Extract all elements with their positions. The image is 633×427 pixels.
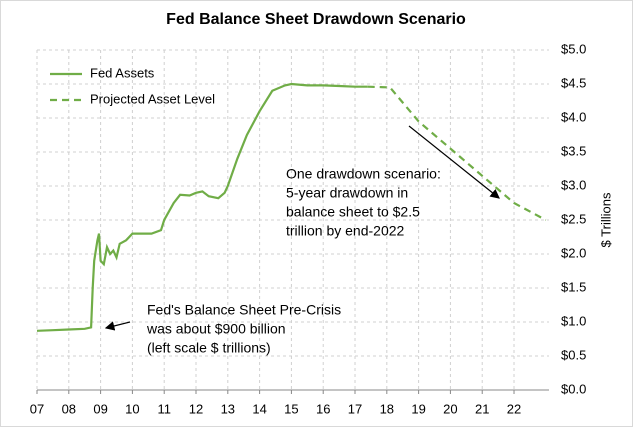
x-tick-label: 09: [93, 401, 107, 416]
x-tick-label: 22: [507, 401, 521, 416]
x-tick-label: 17: [348, 401, 362, 416]
annotation-line: 5-year drawdown in: [286, 185, 408, 201]
y-tick-label: $0.5: [561, 347, 586, 362]
annotation-line: (left scale $ trillions): [147, 340, 271, 356]
x-tick-label: 19: [411, 401, 425, 416]
annotation-line: balance sheet to $2.5: [286, 204, 420, 220]
x-tick-label: 16: [316, 401, 330, 416]
series-line: [36, 82, 368, 332]
y-tick-label: $4.5: [561, 75, 586, 90]
annotation: One drawdown scenario: 5-year drawdown in…: [286, 166, 441, 239]
y-tick-label: $0.0: [561, 381, 586, 396]
x-tick-label: 10: [125, 401, 139, 416]
y-tick-label: $3.5: [561, 143, 586, 158]
legend-label: Fed Assets: [90, 65, 155, 80]
x-tick-label: 07: [30, 401, 44, 416]
x-tick-label: 15: [284, 401, 298, 416]
y-tick-label: $4.0: [561, 109, 586, 124]
annotation-line: trillion by end-2022: [286, 223, 405, 239]
series-line: [367, 85, 547, 221]
y-axis-label: $ Trillions: [598, 192, 613, 247]
x-tick-label: 18: [380, 401, 394, 416]
annotation-line: Fed's Balance Sheet Pre-Crisis: [147, 302, 341, 318]
x-tick-label: 20: [443, 401, 457, 416]
y-tick-label: $1.0: [561, 313, 586, 328]
y-tick-label: $1.5: [561, 279, 586, 294]
y-tick-label: $5.0: [561, 41, 586, 56]
legend-label: Projected Asset Level: [90, 91, 215, 106]
annotation-arrow: [104, 321, 131, 331]
x-tick-label: 14: [252, 401, 266, 416]
x-tick-label: 08: [62, 401, 76, 416]
x-tick-label: 11: [157, 401, 171, 416]
y-tick-label: $3.0: [561, 177, 586, 192]
y-tick-label: $2.5: [561, 211, 586, 226]
annotation-arrow: [408, 125, 500, 199]
annotation: Fed's Balance Sheet Pre-Crisis was about …: [146, 302, 341, 356]
annotation-line: was about $900 billion: [146, 321, 286, 337]
chart-title: Fed Balance Sheet Drawdown Scenario: [166, 11, 466, 28]
x-tick-label: 13: [221, 401, 235, 416]
x-tick-label: 21: [475, 401, 489, 416]
y-tick-label: $2.0: [561, 245, 586, 260]
x-tick-label: 12: [189, 401, 203, 416]
annotation-line: One drawdown scenario:: [286, 166, 441, 182]
